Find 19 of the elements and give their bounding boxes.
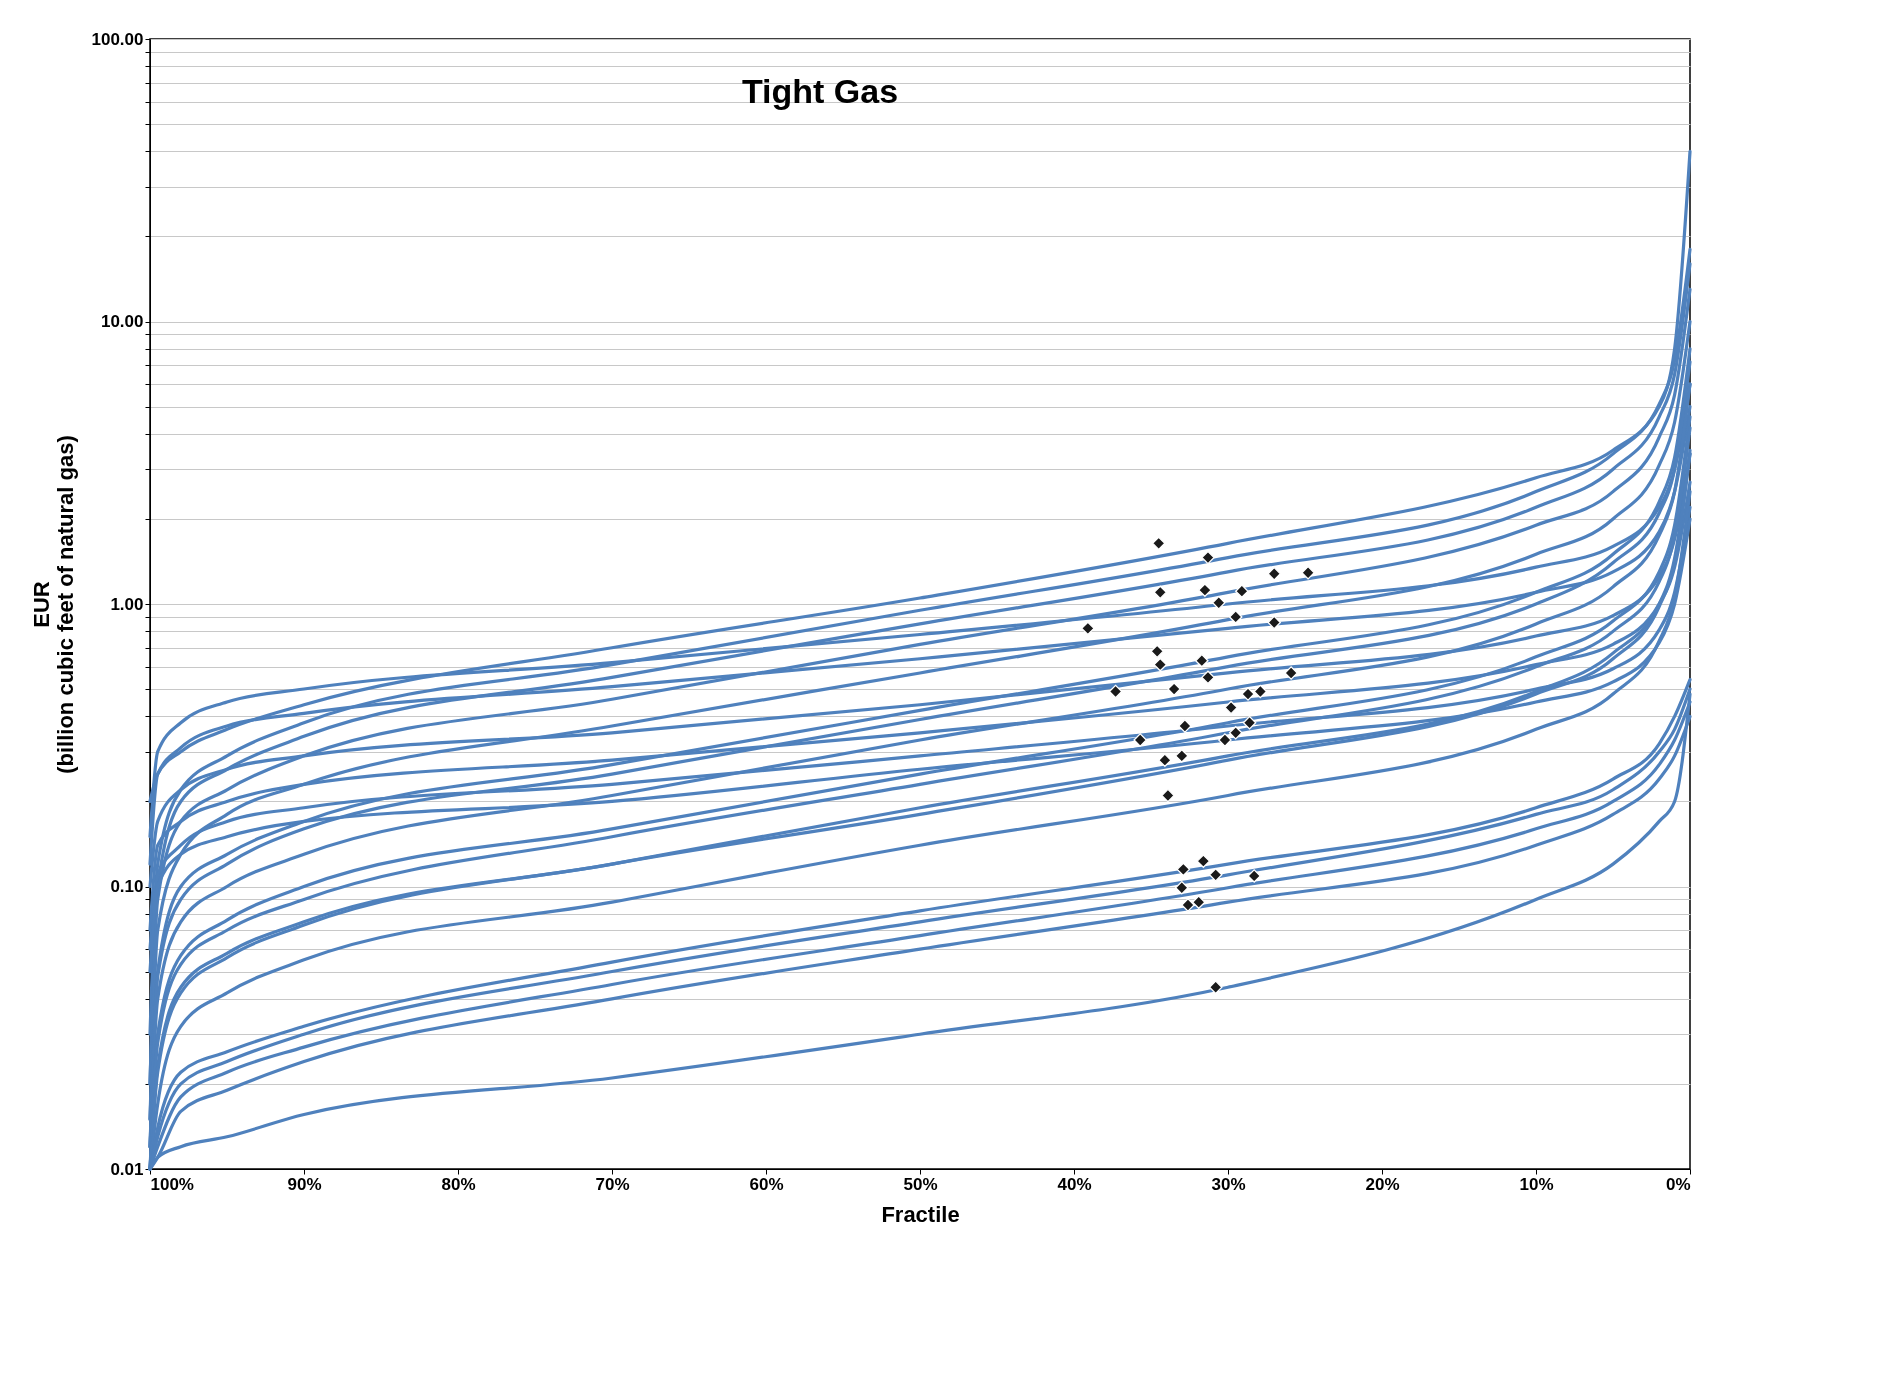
y-tick-label: 10.00: [100, 312, 144, 331]
x-tick-label: 10%: [1519, 1174, 1554, 1194]
x-tick-label: 20%: [1365, 1174, 1400, 1194]
x-axis-title: Fractile: [881, 1201, 960, 1227]
x-tick-label: 70%: [595, 1174, 630, 1194]
y-tick-label: 1.00: [110, 594, 144, 614]
x-tick-label: 100%: [150, 1174, 194, 1194]
y-axis-title: EUR (billion cubic feet of natural gas): [28, 435, 78, 774]
x-tick-label: 30%: [1211, 1174, 1246, 1194]
x-tick-label: 40%: [1057, 1174, 1092, 1194]
x-tick-label: 90%: [287, 1174, 322, 1194]
text: Tight Gas: [741, 72, 899, 110]
y-tick-label: 0.10: [110, 877, 144, 896]
x-tick-label: 0%: [1665, 1174, 1691, 1194]
x-tick-label: 50%: [903, 1174, 938, 1194]
x-tick-label: 80%: [441, 1174, 476, 1194]
y-tick-label: 0.01: [110, 1159, 144, 1179]
y-tick-label: 100.00: [91, 29, 144, 49]
x-tick-label: 60%: [749, 1174, 784, 1194]
